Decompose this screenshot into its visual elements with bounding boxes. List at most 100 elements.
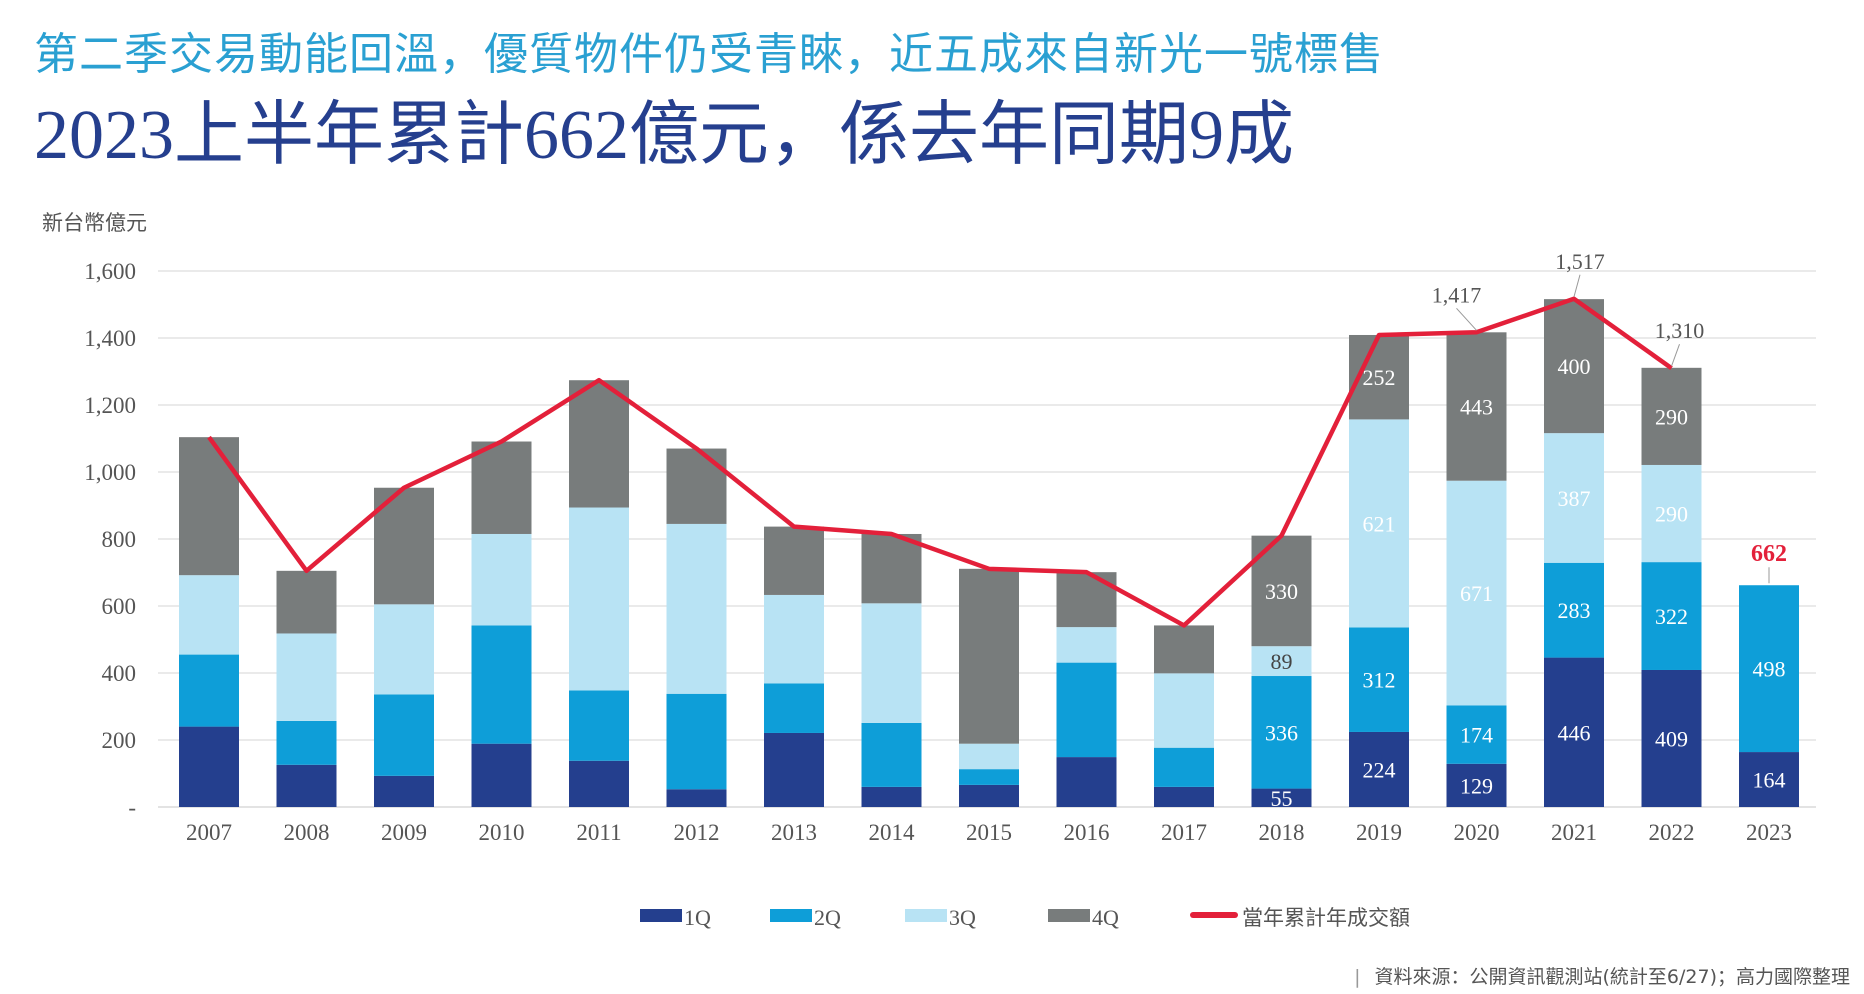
bar-3Q-2014 — [861, 603, 922, 723]
x-tick-label: 2012 — [674, 820, 720, 845]
x-tick-label: 2016 — [1064, 820, 1110, 845]
y-tick-label: 400 — [102, 661, 137, 686]
bar-4Q-2011 — [569, 380, 629, 508]
bar-3Q-2019 — [1349, 419, 1409, 628]
y-tick-label: 1,000 — [84, 460, 136, 485]
data-label: 387 — [1558, 486, 1591, 511]
bar-3Q-2007 — [179, 575, 239, 655]
x-tick-label: 2013 — [771, 820, 817, 845]
bar-1Q-2016 — [1056, 757, 1117, 807]
bar-2Q-2011 — [569, 690, 629, 761]
bar-3Q-2018 — [1251, 646, 1312, 677]
bar-2Q-2020 — [1446, 705, 1507, 764]
x-tick-label: 2023 — [1746, 820, 1792, 845]
legend-label: 3Q — [949, 905, 976, 930]
bar-4Q-2022 — [1641, 367, 1702, 465]
bar-3Q-2013 — [764, 594, 824, 684]
source-note: | 資料來源：公開資訊觀測站(統計至6/27)；高力國際整理 — [1354, 962, 1850, 989]
x-tick-label: 2011 — [576, 820, 621, 845]
bar-3Q-2016 — [1056, 627, 1117, 663]
bar-2Q-2010 — [471, 625, 532, 744]
bar-2Q-2018 — [1251, 676, 1312, 789]
data-label: 312 — [1363, 668, 1396, 693]
data-label: 174 — [1460, 723, 1493, 748]
legend-swatch-3Q — [905, 909, 947, 922]
bar-1Q-2011 — [569, 760, 629, 807]
bar-1Q-2019 — [1349, 731, 1409, 807]
bar-2Q-2015 — [959, 769, 1019, 785]
data-label: 409 — [1655, 726, 1688, 751]
bar-1Q-2010 — [471, 743, 532, 807]
total-label: 1,310 — [1655, 318, 1705, 343]
divider: | — [1354, 966, 1361, 988]
bar-4Q-2010 — [471, 441, 532, 534]
chart-title: 2023上半年累計662億元，係去年同期9成 — [34, 97, 1294, 174]
bar-1Q-2014 — [861, 786, 922, 807]
bar-3Q-2020 — [1446, 480, 1507, 706]
bar-4Q-2008 — [276, 570, 337, 634]
data-label: 330 — [1265, 579, 1298, 604]
bar-1Q-2007 — [179, 726, 239, 807]
bar-3Q-2017 — [1154, 673, 1214, 748]
x-tick-label: 2017 — [1161, 820, 1207, 845]
data-label: 89 — [1271, 649, 1293, 674]
data-label: 671 — [1460, 581, 1493, 606]
legend-label: 2Q — [814, 905, 841, 930]
bar-2Q-2016 — [1056, 662, 1117, 758]
bar-4Q-2014 — [861, 533, 922, 604]
chart-subtitle: 第二季交易動能回溫，優質物件仍受青睞，近五成來自新光一號標售 — [34, 29, 1384, 80]
bar-1Q-2012 — [666, 789, 727, 807]
bar-1Q-2013 — [764, 732, 824, 807]
bar-4Q-2012 — [666, 448, 727, 524]
x-tick-label: 2022 — [1649, 820, 1695, 845]
bar-2Q-2007 — [179, 654, 239, 727]
bar-3Q-2011 — [569, 507, 629, 691]
data-label: 164 — [1753, 768, 1786, 793]
x-tick-label: 2009 — [381, 820, 427, 845]
x-tick-label: 2019 — [1356, 820, 1402, 845]
data-label: 290 — [1655, 404, 1688, 429]
bar-2Q-2019 — [1349, 627, 1409, 732]
x-tick-label: 2021 — [1551, 820, 1597, 845]
bar-3Q-2009 — [374, 604, 434, 695]
legend-label: 當年累計年成交額 — [1242, 906, 1410, 930]
leader-line — [1573, 274, 1581, 297]
y-tick-label: 800 — [102, 527, 137, 552]
bar-4Q-2015 — [959, 568, 1019, 744]
bar-4Q-2020 — [1446, 332, 1507, 481]
bar-2Q-2012 — [666, 693, 727, 790]
bar-1Q-2017 — [1154, 786, 1214, 807]
bar-4Q-2013 — [764, 526, 824, 595]
bar-2Q-2014 — [861, 722, 922, 787]
bar-3Q-2010 — [471, 533, 532, 626]
bar-3Q-2022 — [1641, 464, 1702, 563]
legend-label: 4Q — [1092, 905, 1119, 930]
bar-2Q-2021 — [1544, 562, 1604, 658]
y-tick-label: 1,200 — [84, 393, 136, 418]
x-tick-label: 2020 — [1454, 820, 1500, 845]
total-label: 662 — [1751, 541, 1787, 567]
x-tick-label: 2018 — [1259, 820, 1305, 845]
x-tick-label: 2008 — [284, 820, 330, 845]
bar-1Q-2015 — [959, 784, 1019, 807]
data-label: 443 — [1460, 395, 1493, 420]
data-label: 129 — [1460, 773, 1493, 798]
bar-3Q-2021 — [1544, 433, 1604, 563]
cumulative-line — [207, 296, 1673, 628]
legend-swatch-2Q — [770, 909, 812, 922]
bar-2Q-2017 — [1154, 747, 1214, 787]
y-tick-label: 200 — [102, 728, 137, 753]
data-label: 336 — [1265, 720, 1298, 745]
bar-4Q-2017 — [1154, 625, 1214, 674]
bar-4Q-2016 — [1056, 572, 1117, 628]
bar-4Q-2021 — [1544, 299, 1604, 434]
data-label: 446 — [1558, 720, 1591, 745]
bar-2Q-2008 — [276, 720, 337, 765]
bar-4Q-2007 — [179, 437, 239, 576]
data-label: 400 — [1558, 354, 1591, 379]
data-label: 498 — [1753, 657, 1786, 682]
y-tick-label: 1,600 — [84, 259, 136, 284]
bar-3Q-2012 — [666, 523, 727, 694]
bar-3Q-2015 — [959, 743, 1019, 770]
